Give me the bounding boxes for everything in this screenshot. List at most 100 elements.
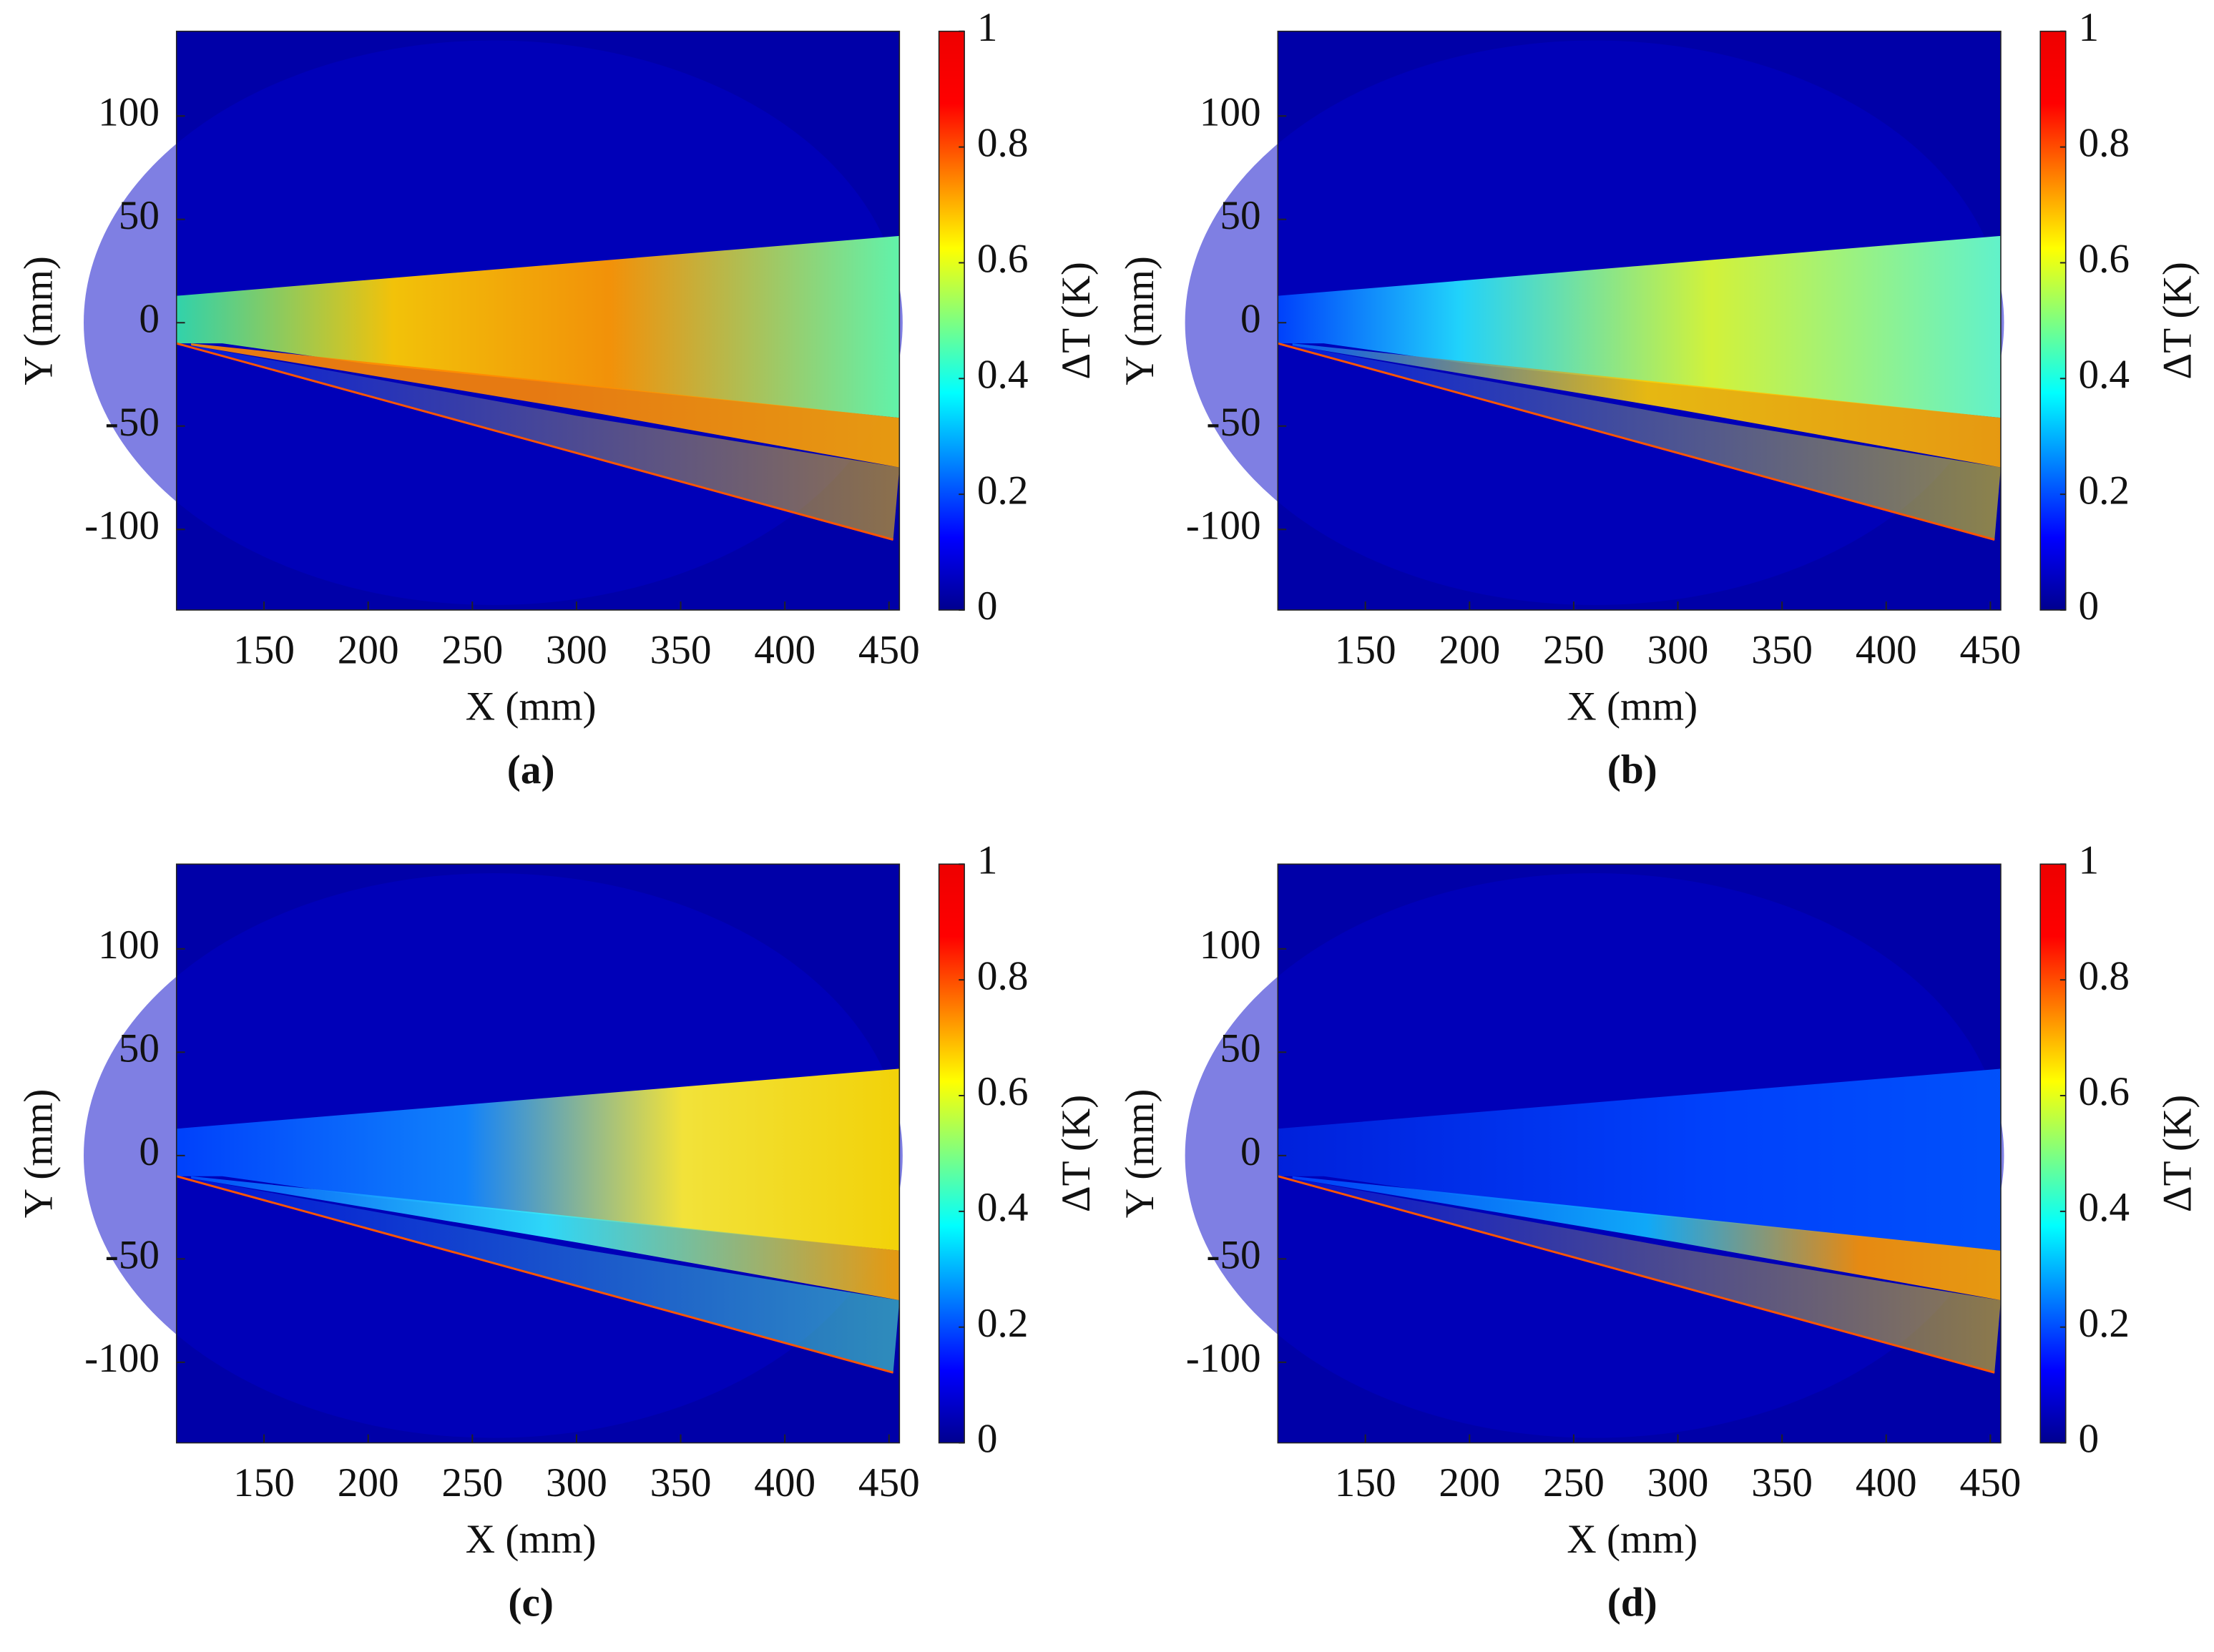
- colorbar-tick-label: 0: [2079, 584, 2100, 629]
- x-tick-label: 350: [650, 627, 712, 672]
- leading-edge: [176, 1175, 893, 1374]
- y-tick-label: 0: [139, 296, 160, 341]
- panel-label: (b): [1607, 747, 1657, 792]
- y-axis-label: Y (mm): [16, 256, 61, 385]
- plot-frame: [175, 863, 901, 1444]
- x-tick-label: 200: [338, 1460, 399, 1505]
- y-tick-label: -100: [84, 503, 160, 548]
- y-tick-label: -100: [1186, 1336, 1261, 1381]
- colorbar-tick-label: 0: [977, 1417, 998, 1462]
- y-tick-label: 50: [1220, 193, 1260, 238]
- colorbar-tick-label: 0: [2079, 1417, 2100, 1462]
- x-axis-label: X (mm): [466, 1517, 597, 1562]
- colorbar-tick-label: 0.2: [2079, 1301, 2130, 1346]
- plot-frame: [1277, 30, 2002, 611]
- plot-frame: [175, 30, 901, 611]
- heatmap-field: [1278, 235, 2001, 418]
- x-tick-label: 300: [1647, 1460, 1709, 1505]
- colorbar: [2039, 30, 2067, 611]
- x-tick-label: 400: [754, 627, 815, 672]
- colorbar-tick-label: 0.2: [977, 1301, 1029, 1346]
- x-tick-label: 150: [1335, 1460, 1396, 1505]
- x-tick-label: 350: [1751, 1460, 1813, 1505]
- x-axis-label: X (mm): [466, 684, 597, 729]
- y-tick-label: -50: [105, 400, 160, 445]
- x-tick-label: 250: [441, 1460, 503, 1505]
- x-axis-label: X (mm): [1567, 684, 1698, 729]
- x-tick-label: 350: [650, 1460, 712, 1505]
- colorbar-tick-label: 1: [2079, 5, 2100, 50]
- colorbar-label: ΔT (K): [1054, 1095, 1099, 1213]
- colorbar-tick-label: 0.6: [977, 1069, 1029, 1114]
- colorbar-tick-label: 0.4: [2079, 352, 2130, 397]
- colorbar-tick-label: 0.8: [977, 121, 1029, 166]
- y-tick-label: 100: [1200, 923, 1261, 968]
- heatmap-field: [1282, 343, 2001, 540]
- heatmap-field: [1282, 1176, 2001, 1373]
- x-tick-label: 150: [233, 627, 295, 672]
- colorbar-tick-label: 0.8: [2079, 121, 2130, 166]
- heatmap-field: [180, 343, 900, 540]
- colorbar-tick-label: 0.4: [977, 1185, 1029, 1230]
- heatmap-field: [1292, 343, 2001, 468]
- x-tick-label: 450: [1959, 1460, 2021, 1505]
- y-tick-label: 50: [1220, 1026, 1260, 1071]
- heatmap-field: [180, 1176, 900, 1373]
- y-tick-label: 0: [1240, 296, 1261, 341]
- colorbar-tick-label: 0.4: [977, 352, 1029, 397]
- colorbar: [2039, 863, 2067, 1444]
- panel-label: (c): [508, 1580, 554, 1626]
- colorbar-tick-label: 0.2: [2079, 468, 2130, 513]
- x-tick-label: 250: [1543, 627, 1605, 672]
- colorbar: [938, 30, 965, 611]
- x-tick-label: 250: [1543, 1460, 1605, 1505]
- x-tick-label: 450: [858, 1460, 920, 1505]
- heatmap-field: [1278, 1068, 2001, 1251]
- x-tick-label: 300: [546, 1460, 607, 1505]
- leading-edge: [176, 342, 893, 541]
- colorbar: [938, 863, 965, 1444]
- x-tick-label: 200: [338, 627, 399, 672]
- colorbar-label: ΔT (K): [2155, 262, 2200, 379]
- colorbar-label: ΔT (K): [2155, 1095, 2200, 1213]
- x-tick-label: 250: [441, 627, 503, 672]
- y-tick-label: -50: [1206, 1232, 1260, 1277]
- x-tick-label: 400: [1856, 1460, 1917, 1505]
- x-tick-label: 300: [546, 627, 607, 672]
- panel-label: (d): [1607, 1580, 1657, 1626]
- colorbar-tick-label: 0: [977, 584, 998, 629]
- x-tick-label: 350: [1751, 627, 1813, 672]
- y-tick-label: 50: [119, 1026, 160, 1071]
- heatmap-field: [176, 235, 900, 418]
- colorbar-tick-label: 0.2: [977, 468, 1029, 513]
- colorbar-tick-label: 1: [977, 5, 998, 50]
- x-tick-label: 400: [1856, 627, 1917, 672]
- x-tick-label: 150: [1335, 627, 1396, 672]
- y-tick-label: -50: [1206, 400, 1260, 445]
- y-axis-label: Y (mm): [1117, 256, 1162, 385]
- x-tick-label: 450: [1959, 627, 2021, 672]
- x-tick-label: 400: [754, 1460, 815, 1505]
- colorbar-tick-label: 0.6: [2079, 1069, 2130, 1114]
- colorbar-tick-label: 0.6: [2079, 237, 2130, 282]
- leading-edge: [1277, 342, 1995, 541]
- y-tick-label: 100: [98, 89, 160, 134]
- colorbar-tick-label: 0.8: [977, 953, 1029, 998]
- y-tick-label: 0: [139, 1129, 160, 1174]
- colorbar-label: ΔT (K): [1054, 262, 1099, 379]
- heatmap-field: [176, 1068, 900, 1251]
- panel-label: (a): [507, 747, 555, 792]
- heatmap-field: [1292, 1176, 2001, 1301]
- x-tick-label: 300: [1647, 627, 1709, 672]
- leading-edge: [1277, 1175, 1995, 1374]
- heatmap-field: [191, 1176, 900, 1301]
- colorbar-tick-label: 1: [2079, 837, 2100, 882]
- x-axis-label: X (mm): [1567, 1517, 1698, 1562]
- y-axis-label: Y (mm): [1117, 1089, 1162, 1219]
- x-tick-label: 200: [1439, 627, 1500, 672]
- plot-frame: [1277, 863, 2002, 1444]
- colorbar-tick-label: 0.6: [977, 237, 1029, 282]
- y-axis-label: Y (mm): [16, 1089, 61, 1219]
- colorbar-tick-label: 1: [977, 837, 998, 882]
